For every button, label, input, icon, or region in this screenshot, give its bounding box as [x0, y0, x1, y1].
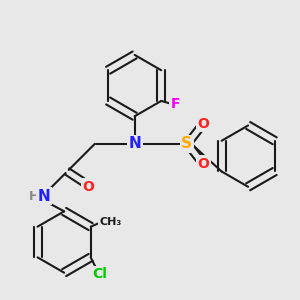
- Text: O: O: [83, 180, 94, 194]
- Text: N: N: [38, 188, 51, 203]
- Text: F: F: [170, 97, 180, 111]
- Text: CH₃: CH₃: [100, 217, 122, 227]
- Text: O: O: [198, 117, 210, 131]
- Text: N: N: [128, 136, 141, 152]
- Text: O: O: [198, 157, 210, 171]
- Text: H: H: [29, 190, 40, 202]
- Text: Cl: Cl: [92, 267, 107, 281]
- Text: S: S: [181, 136, 192, 152]
